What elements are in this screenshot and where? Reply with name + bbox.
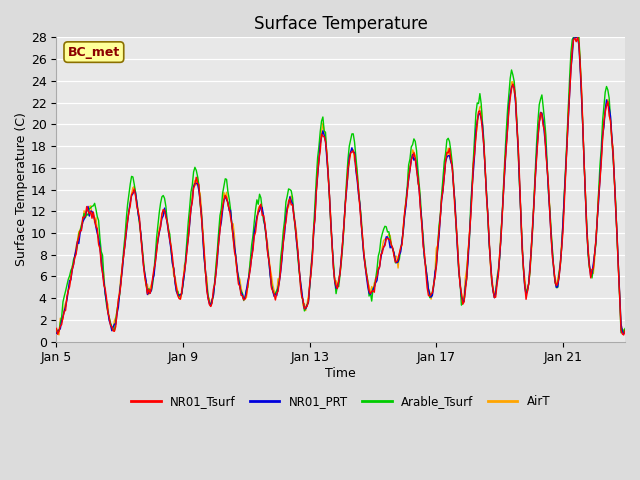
Title: Surface Temperature: Surface Temperature xyxy=(253,15,428,33)
Text: BC_met: BC_met xyxy=(68,46,120,59)
Y-axis label: Surface Temperature (C): Surface Temperature (C) xyxy=(15,113,28,266)
X-axis label: Time: Time xyxy=(325,367,356,380)
Legend: NR01_Tsurf, NR01_PRT, Arable_Tsurf, AirT: NR01_Tsurf, NR01_PRT, Arable_Tsurf, AirT xyxy=(127,390,555,413)
